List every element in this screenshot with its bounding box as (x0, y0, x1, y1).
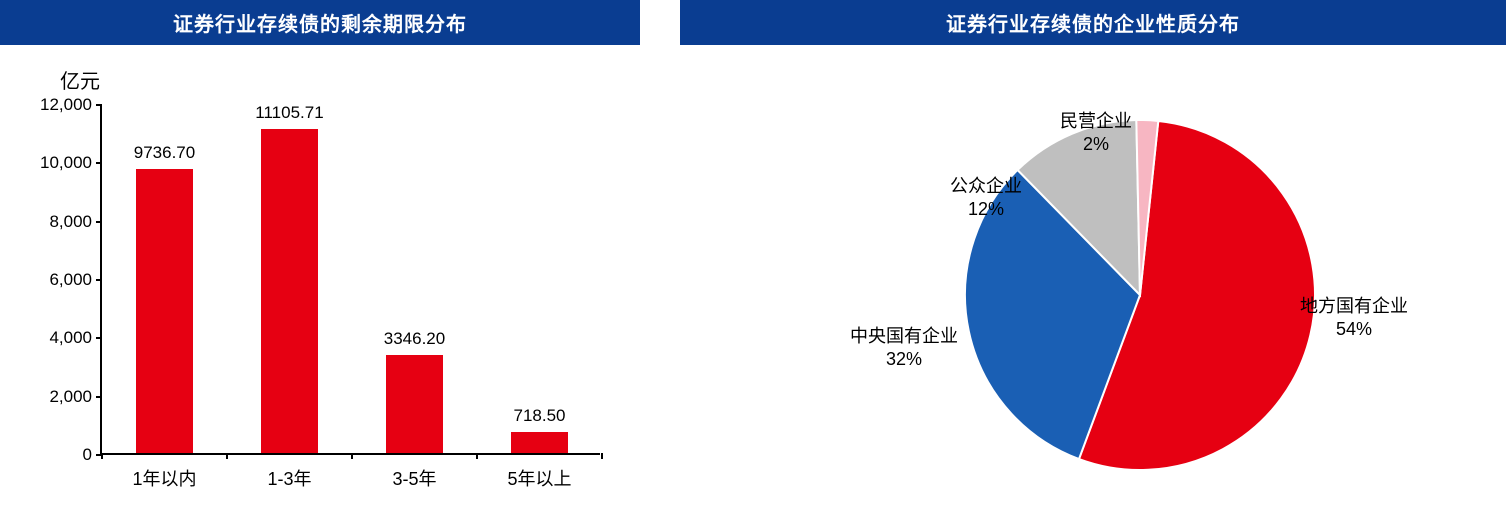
title-maturity: 证券行业存续债的剩余期限分布 (0, 0, 640, 45)
y-tick-label: 6,000 (32, 270, 92, 290)
x-tick-mark (351, 453, 353, 459)
bar-value-label: 11105.71 (240, 103, 340, 123)
bar (511, 432, 567, 453)
y-tick-mark (96, 279, 102, 281)
y-tick-mark (96, 162, 102, 164)
pie-chart: 地方国有企业54% 中央国有企业32% 公众企业12% 民营企业2% (680, 65, 1506, 515)
x-tick-mark (101, 453, 103, 459)
x-category-label: 1-3年 (235, 465, 345, 491)
pie-slice-label: 民营企业2% (1060, 110, 1132, 157)
bar (261, 129, 317, 453)
x-category-label: 1年以内 (110, 465, 220, 491)
x-tick-mark (601, 453, 603, 459)
x-tick-mark (226, 453, 228, 459)
pie-slice-label: 公众企业12% (950, 175, 1022, 222)
bar (386, 355, 442, 453)
y-axis-unit: 亿元 (60, 65, 100, 94)
y-tick-label: 4,000 (32, 328, 92, 348)
bar-plot-area: 02,0004,0006,0008,00010,00012,0009736.70… (100, 105, 600, 455)
y-tick-label: 8,000 (32, 212, 92, 232)
panel-maturity: 证券行业存续债的剩余期限分布 亿元 02,0004,0006,0008,0001… (0, 0, 640, 495)
title-enterprise-type: 证券行业存续债的企业性质分布 (680, 0, 1506, 45)
x-tick-mark (476, 453, 478, 459)
x-category-label: 3-5年 (360, 465, 470, 491)
bar (136, 169, 192, 453)
pie-slice-label: 中央国有企业32% (850, 325, 958, 372)
y-tick-label: 0 (32, 445, 92, 465)
y-tick-label: 2,000 (32, 387, 92, 407)
bar-value-label: 9736.70 (115, 143, 215, 163)
bar-chart: 亿元 02,0004,0006,0008,00010,00012,0009736… (20, 65, 620, 495)
bar-value-label: 718.50 (490, 406, 590, 426)
pie-svg (940, 95, 1340, 495)
y-tick-mark (96, 396, 102, 398)
y-tick-label: 12,000 (32, 95, 92, 115)
y-tick-mark (96, 104, 102, 106)
bar-value-label: 3346.20 (365, 329, 465, 349)
panel-enterprise-type: 证券行业存续债的企业性质分布 地方国有企业54% 中央国有企业32% 公众企业12%… (680, 0, 1506, 515)
x-category-label: 5年以上 (485, 465, 595, 491)
y-tick-label: 10,000 (32, 153, 92, 173)
pie-slice-label: 地方国有企业54% (1300, 295, 1408, 342)
y-tick-mark (96, 221, 102, 223)
y-tick-mark (96, 337, 102, 339)
